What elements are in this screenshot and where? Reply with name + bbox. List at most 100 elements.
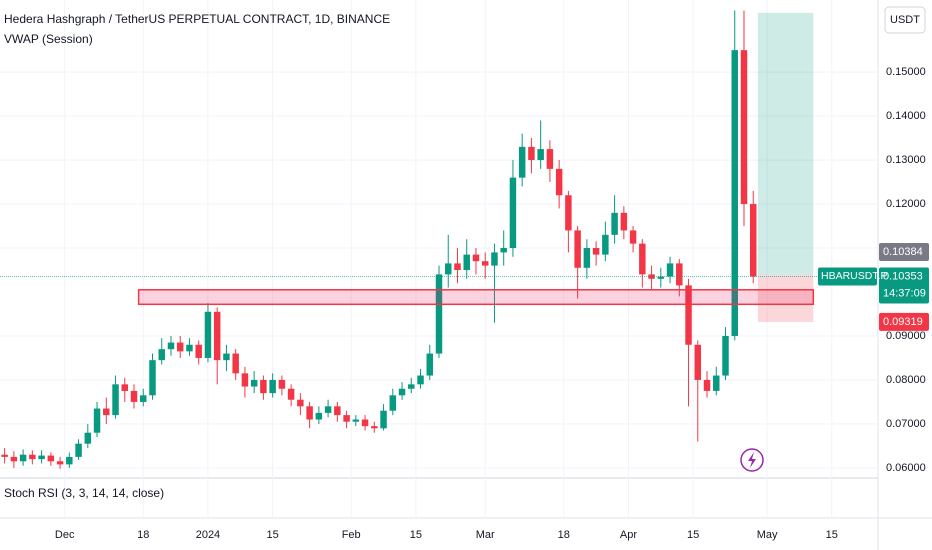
candle-body bbox=[620, 212, 628, 231]
candle-body bbox=[297, 399, 304, 407]
candle-body bbox=[121, 384, 129, 391]
candle-body bbox=[10, 456, 18, 462]
y-tick-label: 0.12000 bbox=[886, 198, 926, 210]
candle-body bbox=[56, 461, 64, 465]
candle-body bbox=[167, 342, 175, 350]
candle-body bbox=[500, 248, 507, 253]
candle-body bbox=[250, 379, 258, 387]
indicator-label: VWAP (Session) bbox=[4, 32, 93, 46]
x-tick-label: Feb bbox=[342, 529, 361, 541]
candle-body bbox=[472, 254, 480, 262]
candle-body bbox=[435, 274, 443, 354]
y-tick-label: 0.15000 bbox=[886, 66, 926, 78]
candle-body bbox=[93, 408, 101, 433]
symbol-tag: HBARUSDT.P bbox=[821, 270, 888, 282]
stop-tag-box bbox=[879, 312, 929, 331]
x-tick-label: Dec bbox=[55, 529, 75, 541]
candle-body bbox=[38, 455, 45, 460]
candle-body bbox=[371, 426, 378, 429]
event-icon-bolt bbox=[748, 452, 756, 468]
price-tag: 0.10353 bbox=[883, 270, 923, 282]
candle-body bbox=[269, 379, 276, 394]
stop-zone bbox=[757, 275, 814, 322]
x-tick-label: 18 bbox=[558, 529, 570, 541]
candle-body bbox=[648, 274, 655, 279]
candle-body bbox=[408, 384, 415, 389]
candle-body bbox=[546, 149, 554, 169]
candle-body bbox=[158, 349, 165, 361]
candle-body bbox=[112, 384, 119, 416]
candle-body bbox=[204, 311, 212, 358]
currency-button[interactable] bbox=[884, 6, 926, 34]
candle-body bbox=[657, 276, 665, 279]
currency-button-label[interactable]: USDT bbox=[890, 14, 920, 26]
candle-body bbox=[29, 454, 36, 460]
candle-body bbox=[518, 146, 526, 178]
x-tick-label: Apr bbox=[620, 529, 637, 541]
candle-body bbox=[149, 360, 156, 396]
x-tick-label: May bbox=[757, 529, 778, 541]
candle-body bbox=[676, 263, 683, 286]
candle-body bbox=[140, 395, 147, 402]
candle-body bbox=[722, 335, 729, 376]
candle-body bbox=[565, 195, 572, 231]
x-tick-label: 15 bbox=[687, 529, 699, 541]
candle-body bbox=[481, 261, 489, 266]
candle-body bbox=[629, 230, 637, 244]
candle-body bbox=[666, 263, 674, 277]
candle-body bbox=[361, 419, 369, 427]
x-tick-label: Mar bbox=[476, 529, 495, 541]
candle-body bbox=[528, 146, 535, 161]
candle-body bbox=[195, 344, 202, 358]
candle-body bbox=[47, 455, 55, 462]
candle-body bbox=[232, 353, 239, 374]
candle-body bbox=[463, 254, 470, 271]
candle-body bbox=[334, 406, 341, 416]
x-tick-label: 2024 bbox=[196, 529, 220, 541]
x-tick-label: 15 bbox=[410, 529, 422, 541]
candle-body bbox=[537, 149, 544, 161]
candle-body bbox=[592, 248, 600, 255]
candle-body bbox=[324, 406, 332, 413]
candle-body bbox=[343, 415, 350, 422]
candle-body bbox=[130, 390, 138, 402]
y-tick-label: 0.08000 bbox=[886, 374, 926, 386]
candle-body bbox=[352, 419, 360, 422]
candle-body bbox=[223, 353, 230, 361]
lower-indicator-label: Stoch RSI (3, 3, 14, 14, close) bbox=[4, 486, 164, 500]
candle-body bbox=[639, 243, 646, 275]
candle-body bbox=[740, 50, 748, 205]
chart-title: Hedera Hashgraph / TetherUS PERPETUAL CO… bbox=[4, 12, 390, 26]
price-tag-box bbox=[879, 267, 929, 304]
candle-body bbox=[602, 234, 609, 255]
candle-body bbox=[278, 379, 286, 389]
candle-body bbox=[445, 263, 452, 275]
stop-tag: 0.09319 bbox=[883, 316, 923, 328]
candle-body bbox=[731, 50, 738, 336]
marks bbox=[1, 10, 757, 469]
entry-tag: 0.10384 bbox=[883, 246, 923, 258]
candle-body bbox=[417, 375, 424, 385]
candle-body bbox=[84, 432, 92, 444]
candle-body bbox=[306, 406, 313, 420]
y-tick-label: 0.14000 bbox=[886, 110, 926, 122]
y-tick-label: 0.13000 bbox=[886, 154, 926, 166]
candle-body bbox=[509, 177, 517, 249]
candle-body bbox=[213, 311, 221, 361]
candle-body bbox=[287, 388, 295, 400]
candle-body bbox=[749, 204, 757, 277]
candle-body bbox=[75, 443, 82, 457]
candle-body bbox=[380, 410, 387, 429]
entry-tag-box bbox=[879, 243, 929, 261]
y-tick-label: 0.07000 bbox=[886, 418, 926, 430]
symbol-tag-box bbox=[818, 267, 877, 286]
candle-body bbox=[398, 388, 406, 396]
x-tick-label: 15 bbox=[267, 529, 279, 541]
candle-body bbox=[611, 212, 618, 235]
candle-body bbox=[186, 344, 193, 352]
candle-body bbox=[19, 454, 27, 462]
x-tick-label: 18 bbox=[137, 529, 149, 541]
